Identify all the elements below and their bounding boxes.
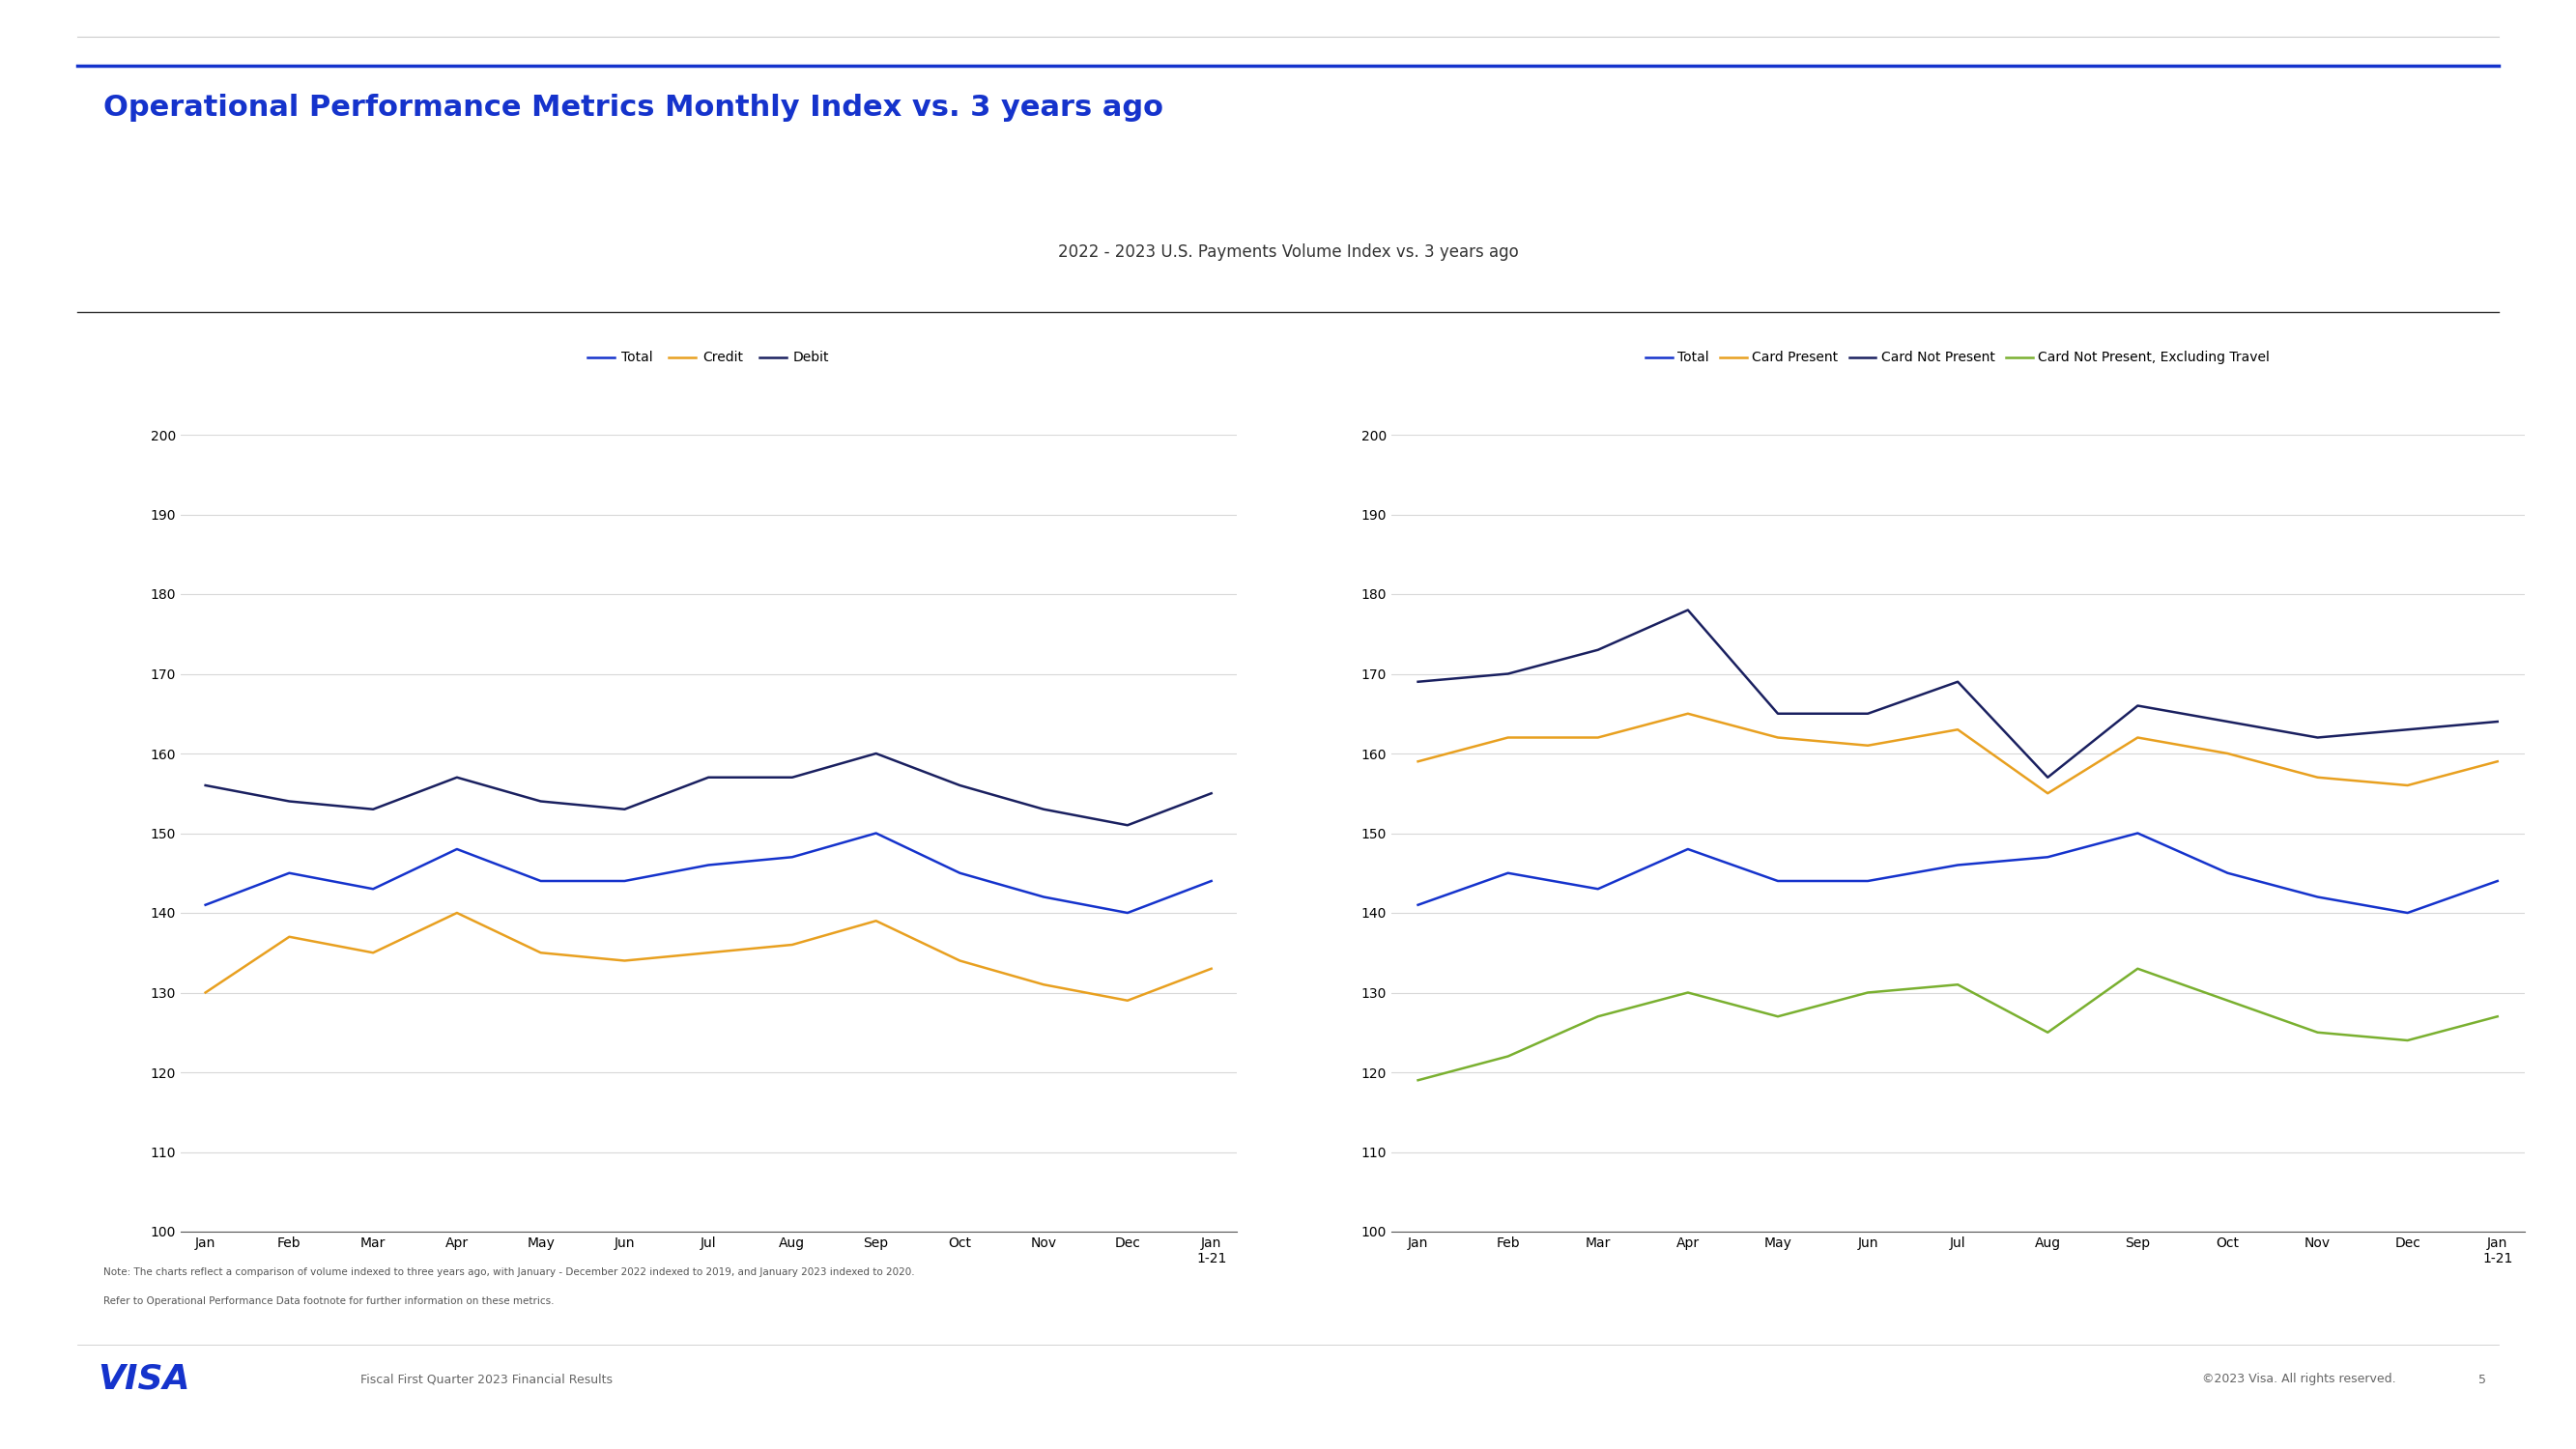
Text: Note: The charts reflect a comparison of volume indexed to three years ago, with: Note: The charts reflect a comparison of…: [103, 1268, 914, 1278]
Legend: Total, Card Present, Card Not Present, Card Not Present, Excluding Travel: Total, Card Present, Card Not Present, C…: [1641, 346, 2275, 369]
Text: ©2023 Visa. All rights reserved.: ©2023 Visa. All rights reserved.: [2202, 1374, 2396, 1385]
Text: 5: 5: [2478, 1374, 2486, 1385]
Text: 2022 - 2023 U.S. Payments Volume Index vs. 3 years ago: 2022 - 2023 U.S. Payments Volume Index v…: [1059, 243, 1517, 261]
Text: Fiscal First Quarter 2023 Financial Results: Fiscal First Quarter 2023 Financial Resu…: [361, 1374, 613, 1385]
Text: Refer to Operational Performance Data footnote for further information on these : Refer to Operational Performance Data fo…: [103, 1297, 554, 1307]
Text: Operational Performance Metrics Monthly Index vs. 3 years ago: Operational Performance Metrics Monthly …: [103, 94, 1162, 122]
Text: VISA: VISA: [98, 1364, 191, 1395]
Legend: Total, Credit, Debit: Total, Credit, Debit: [582, 346, 835, 369]
